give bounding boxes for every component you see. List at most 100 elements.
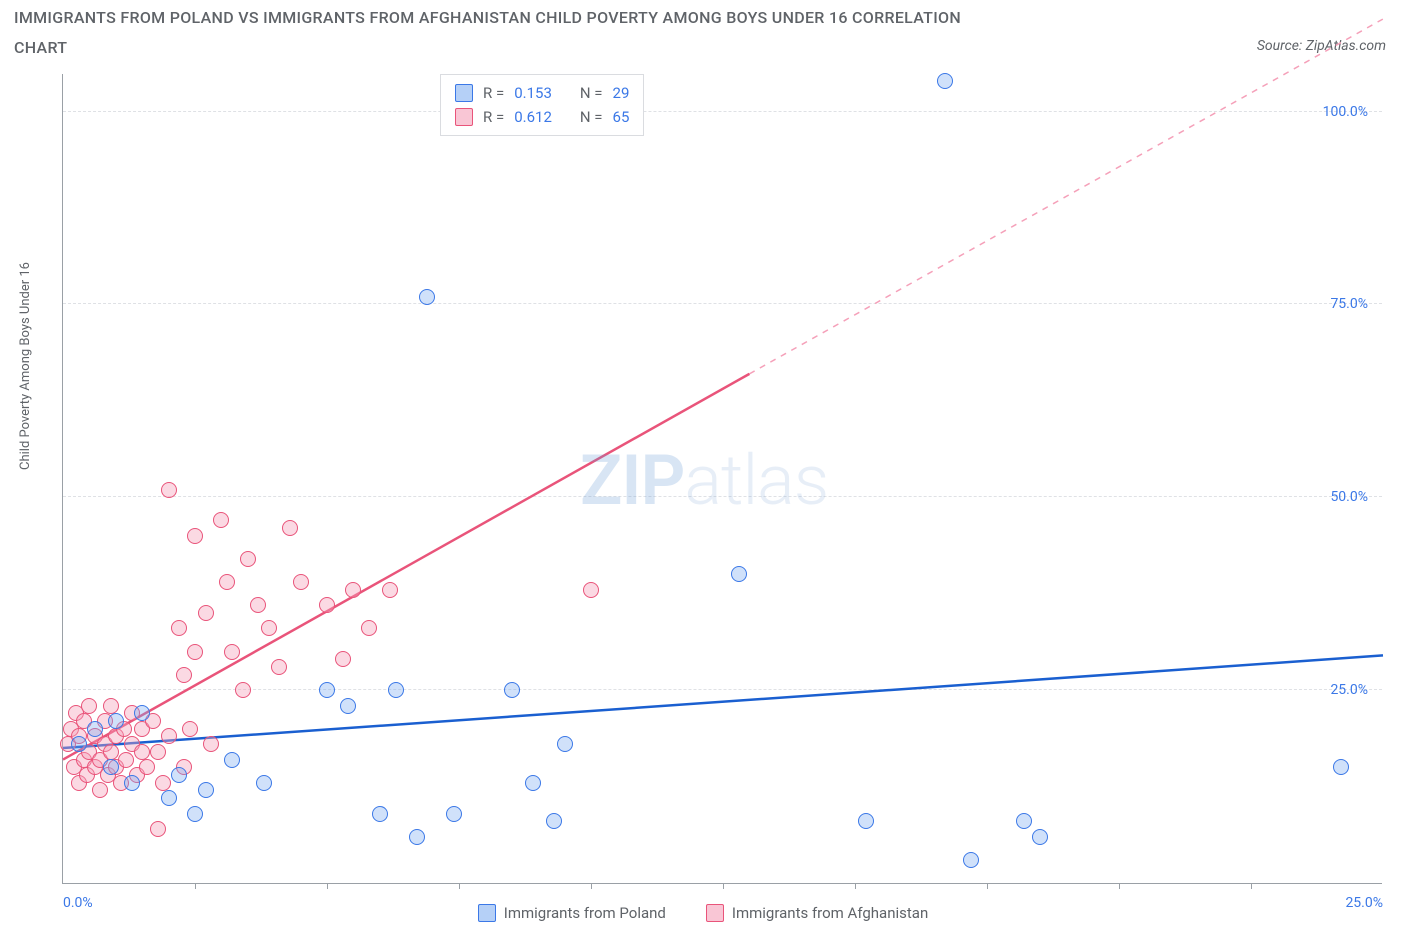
- legend-label: Immigrants from Afghanistan: [732, 904, 928, 922]
- stats-row: R = 0.153 N = 29: [455, 81, 629, 105]
- legend-swatch: [478, 904, 496, 922]
- data-point: [937, 73, 953, 89]
- data-point: [155, 775, 171, 791]
- data-point: [182, 721, 198, 737]
- data-point: [150, 744, 166, 760]
- data-point: [161, 482, 177, 498]
- data-point: [224, 752, 240, 768]
- x-tick: [1119, 883, 1120, 889]
- stats-row: R = 0.612 N = 65: [455, 105, 629, 129]
- data-point: [1333, 759, 1349, 775]
- data-point: [235, 682, 251, 698]
- data-point: [103, 744, 119, 760]
- y-axis-label: Child Poverty Among Boys Under 16: [18, 262, 33, 470]
- data-point: [256, 775, 272, 791]
- x-tick: [591, 883, 592, 889]
- r-label: R =: [483, 81, 504, 105]
- data-point: [150, 821, 166, 837]
- data-point: [198, 782, 214, 798]
- data-point: [361, 620, 377, 636]
- data-point: [409, 829, 425, 845]
- data-point: [271, 659, 287, 675]
- data-point: [103, 759, 119, 775]
- n-label: N =: [580, 81, 603, 105]
- n-value: 65: [613, 105, 630, 129]
- data-point: [731, 566, 747, 582]
- x-tick: [1251, 883, 1252, 889]
- data-point: [124, 775, 140, 791]
- data-point: [340, 698, 356, 714]
- x-tick: [723, 883, 724, 889]
- data-point: [171, 620, 187, 636]
- data-point: [963, 852, 979, 868]
- data-point: [92, 782, 108, 798]
- data-point: [557, 736, 573, 752]
- data-point: [161, 790, 177, 806]
- data-point: [372, 806, 388, 822]
- stats-legend: R = 0.153 N = 29 R = 0.612 N = 65: [440, 74, 644, 136]
- data-point: [198, 605, 214, 621]
- data-point: [388, 682, 404, 698]
- x-tick: [327, 883, 328, 889]
- data-point: [282, 520, 298, 536]
- r-label: R =: [483, 105, 504, 129]
- data-point: [261, 620, 277, 636]
- r-value: 0.612: [514, 105, 552, 129]
- data-point: [187, 528, 203, 544]
- data-point: [139, 759, 155, 775]
- data-point: [382, 582, 398, 598]
- data-point: [171, 767, 187, 783]
- trend-svg: [63, 73, 1383, 883]
- data-point: [203, 736, 219, 752]
- data-point: [187, 806, 203, 822]
- trend-line: [63, 655, 1383, 748]
- data-point: [87, 721, 103, 737]
- n-value: 29: [613, 81, 630, 105]
- data-point: [176, 667, 192, 683]
- chart-subtitle: CHART: [14, 38, 67, 57]
- data-point: [419, 289, 435, 305]
- data-point: [134, 705, 150, 721]
- data-point: [335, 651, 351, 667]
- data-point: [293, 574, 309, 590]
- data-point: [161, 728, 177, 744]
- x-tick: [459, 883, 460, 889]
- data-point: [108, 713, 124, 729]
- legend-swatch: [706, 904, 724, 922]
- data-point: [240, 551, 256, 567]
- data-point: [250, 597, 266, 613]
- data-point: [1032, 829, 1048, 845]
- data-point: [525, 775, 541, 791]
- data-point: [446, 806, 462, 822]
- data-point: [319, 597, 335, 613]
- trend-line: [749, 19, 1383, 374]
- chart-title: IMMIGRANTS FROM POLAND VS IMMIGRANTS FRO…: [14, 8, 961, 27]
- data-point: [71, 736, 87, 752]
- legend-label: Immigrants from Poland: [504, 904, 666, 922]
- data-point: [213, 512, 229, 528]
- legend-swatch: [455, 108, 473, 126]
- x-tick: [987, 883, 988, 889]
- legend-item: Immigrants from Afghanistan: [706, 904, 928, 922]
- legend-item: Immigrants from Poland: [478, 904, 666, 922]
- source-label: Source: ZipAtlas.com: [1257, 38, 1386, 54]
- r-value: 0.153: [514, 81, 552, 105]
- data-point: [1016, 813, 1032, 829]
- data-point: [187, 644, 203, 660]
- data-point: [134, 744, 150, 760]
- trend-line: [63, 374, 749, 760]
- data-point: [319, 682, 335, 698]
- data-point: [858, 813, 874, 829]
- data-point: [345, 582, 361, 598]
- data-point: [504, 682, 520, 698]
- data-point: [103, 698, 119, 714]
- n-label: N =: [580, 105, 603, 129]
- plot-area: 25.0%50.0%75.0%100.0%0.0%25.0%: [62, 74, 1382, 884]
- data-point: [583, 582, 599, 598]
- bottom-legend: Immigrants from Poland Immigrants from Af…: [0, 904, 1406, 922]
- data-point: [224, 644, 240, 660]
- data-point: [118, 752, 134, 768]
- data-point: [81, 698, 97, 714]
- x-tick: [195, 883, 196, 889]
- legend-swatch: [455, 84, 473, 102]
